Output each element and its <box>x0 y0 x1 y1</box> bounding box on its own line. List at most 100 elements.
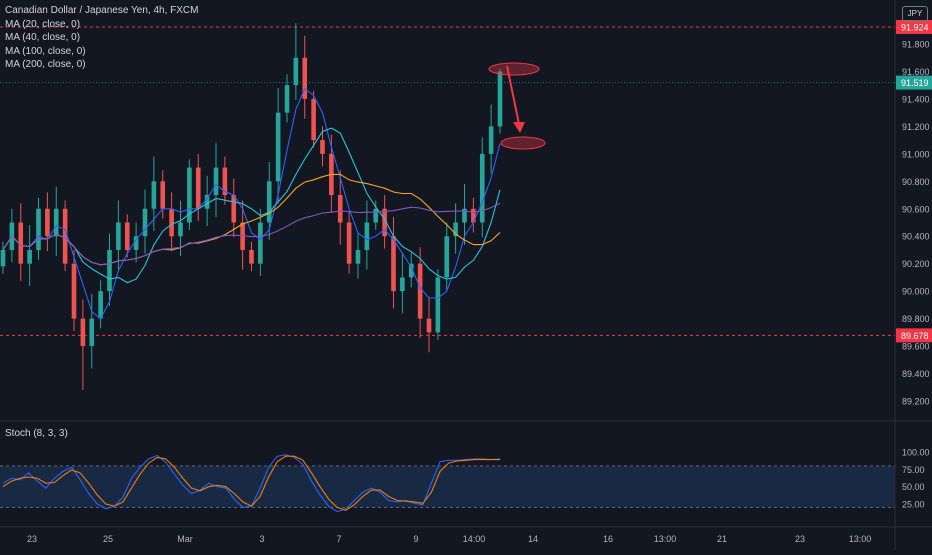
candle-body <box>337 195 343 223</box>
candle-body <box>222 167 228 196</box>
price-tick-label: 90.800 <box>902 177 930 187</box>
time-tick-label: 14:00 <box>463 534 486 544</box>
stoch-tick-label: 100.00 <box>902 448 930 458</box>
time-tick-label: 16 <box>603 534 613 544</box>
stoch-tick-label: 75.00 <box>902 465 925 475</box>
candle-body <box>373 208 379 223</box>
candle-body <box>426 318 432 333</box>
price-tick-label: 89.200 <box>902 397 930 407</box>
candle-body <box>284 85 290 113</box>
currency-badge[interactable]: JPY <box>902 6 928 22</box>
stoch-tick-label: 25.00 <box>902 500 925 510</box>
price-tick-label: 90.000 <box>902 287 930 297</box>
last-price-label: 91.519 <box>901 78 929 88</box>
candle-body <box>18 222 24 264</box>
candle-body <box>53 208 59 237</box>
time-tick-label: 9 <box>413 534 418 544</box>
candle-body <box>169 208 174 237</box>
moving-average-line <box>2 202 501 266</box>
time-tick-label: 23 <box>795 534 805 544</box>
time-tick-label: Mar <box>177 534 193 544</box>
time-tick-label: 21 <box>717 534 727 544</box>
indicator-ma-40[interactable]: MA (40, close, 0) <box>5 32 81 43</box>
annotation-arrow <box>506 65 520 125</box>
indicator-ma-20[interactable]: MA (20, close, 0) <box>5 18 81 30</box>
level-price-badge <box>896 19 932 34</box>
level-price-label: 89.678 <box>901 331 929 341</box>
indicator-ma-100[interactable]: MA (100, close, 0) <box>5 45 86 57</box>
candle-body <box>0 249 6 267</box>
candle-body <box>231 195 237 223</box>
stoch-line <box>2 455 500 511</box>
candle-body <box>497 71 503 127</box>
candle-body <box>80 318 86 347</box>
moving-average-line <box>2 127 501 284</box>
stoch-tick-label: 50.00 <box>902 482 925 492</box>
candle-body <box>275 112 281 182</box>
candle-body <box>417 263 423 319</box>
stoch-band <box>0 465 895 508</box>
candle-body <box>71 263 77 319</box>
price-tick-label: 89.600 <box>902 342 930 352</box>
candle-body <box>107 249 112 292</box>
candle-body <box>133 236 139 250</box>
price-tick-label: 89.800 <box>902 314 930 324</box>
candle-body <box>160 181 166 209</box>
candle-body <box>382 208 387 237</box>
candle-body <box>391 236 396 292</box>
candle-body <box>302 57 308 99</box>
price-tick-label: 91.200 <box>902 122 930 132</box>
price-tick-label: 91.000 <box>902 149 930 159</box>
candle-body <box>213 167 219 196</box>
annotation-arrowhead <box>513 122 525 133</box>
candle-body <box>471 208 476 223</box>
candle-body <box>400 277 405 292</box>
chart-title[interactable]: Canadian Dollar / Japanese Yen, 4h, FXCM <box>5 5 199 16</box>
candle-body <box>444 236 450 278</box>
time-tick-label: 23 <box>27 534 37 544</box>
candle-body <box>266 181 272 223</box>
candle-body <box>355 249 361 264</box>
candle-body <box>320 140 325 154</box>
candle-body <box>98 291 103 319</box>
candle-body <box>45 208 50 237</box>
candle-body <box>293 57 299 86</box>
candle-body <box>488 126 494 154</box>
candle-body <box>311 98 316 141</box>
last-price-badge <box>896 75 932 90</box>
moving-average-line <box>2 87 501 320</box>
candle-body <box>27 249 32 264</box>
time-tick-label: 14 <box>528 534 538 544</box>
price-tick-label: 89.400 <box>902 369 930 379</box>
price-tick-label: 90.400 <box>902 232 930 242</box>
candle-body <box>187 167 192 223</box>
candle-body <box>479 153 485 223</box>
candle-body <box>151 181 157 209</box>
candle-body <box>62 208 68 264</box>
candle-body <box>346 222 352 264</box>
chart-legend: Canadian Dollar / Japanese Yen, 4h, FXCM… <box>5 4 198 72</box>
stochastic-legend[interactable]: Stoch (8, 3, 3) <box>5 428 68 439</box>
annotation-ellipse-top <box>488 62 540 76</box>
candle-body <box>462 208 467 223</box>
time-tick-label: 25 <box>103 534 113 544</box>
candle-body <box>89 318 95 347</box>
candle-body <box>204 195 210 209</box>
candle-body <box>453 222 458 237</box>
candles <box>0 23 503 391</box>
indicator-ma-200[interactable]: MA (200, close, 0) <box>5 59 86 70</box>
candle-body <box>36 208 41 250</box>
candle-body <box>435 277 441 333</box>
candle-body <box>195 167 201 209</box>
level-price-badge <box>896 328 932 343</box>
candle-body <box>124 222 130 250</box>
time-tick-label: 13:00 <box>654 534 677 544</box>
time-tick-label: 7 <box>336 534 341 544</box>
time-tick-label: 3 <box>259 534 264 544</box>
price-tick-label: 91.600 <box>902 67 930 77</box>
candle-body <box>249 249 254 264</box>
candle-body <box>258 222 263 264</box>
price-tick-label: 90.200 <box>902 259 930 269</box>
